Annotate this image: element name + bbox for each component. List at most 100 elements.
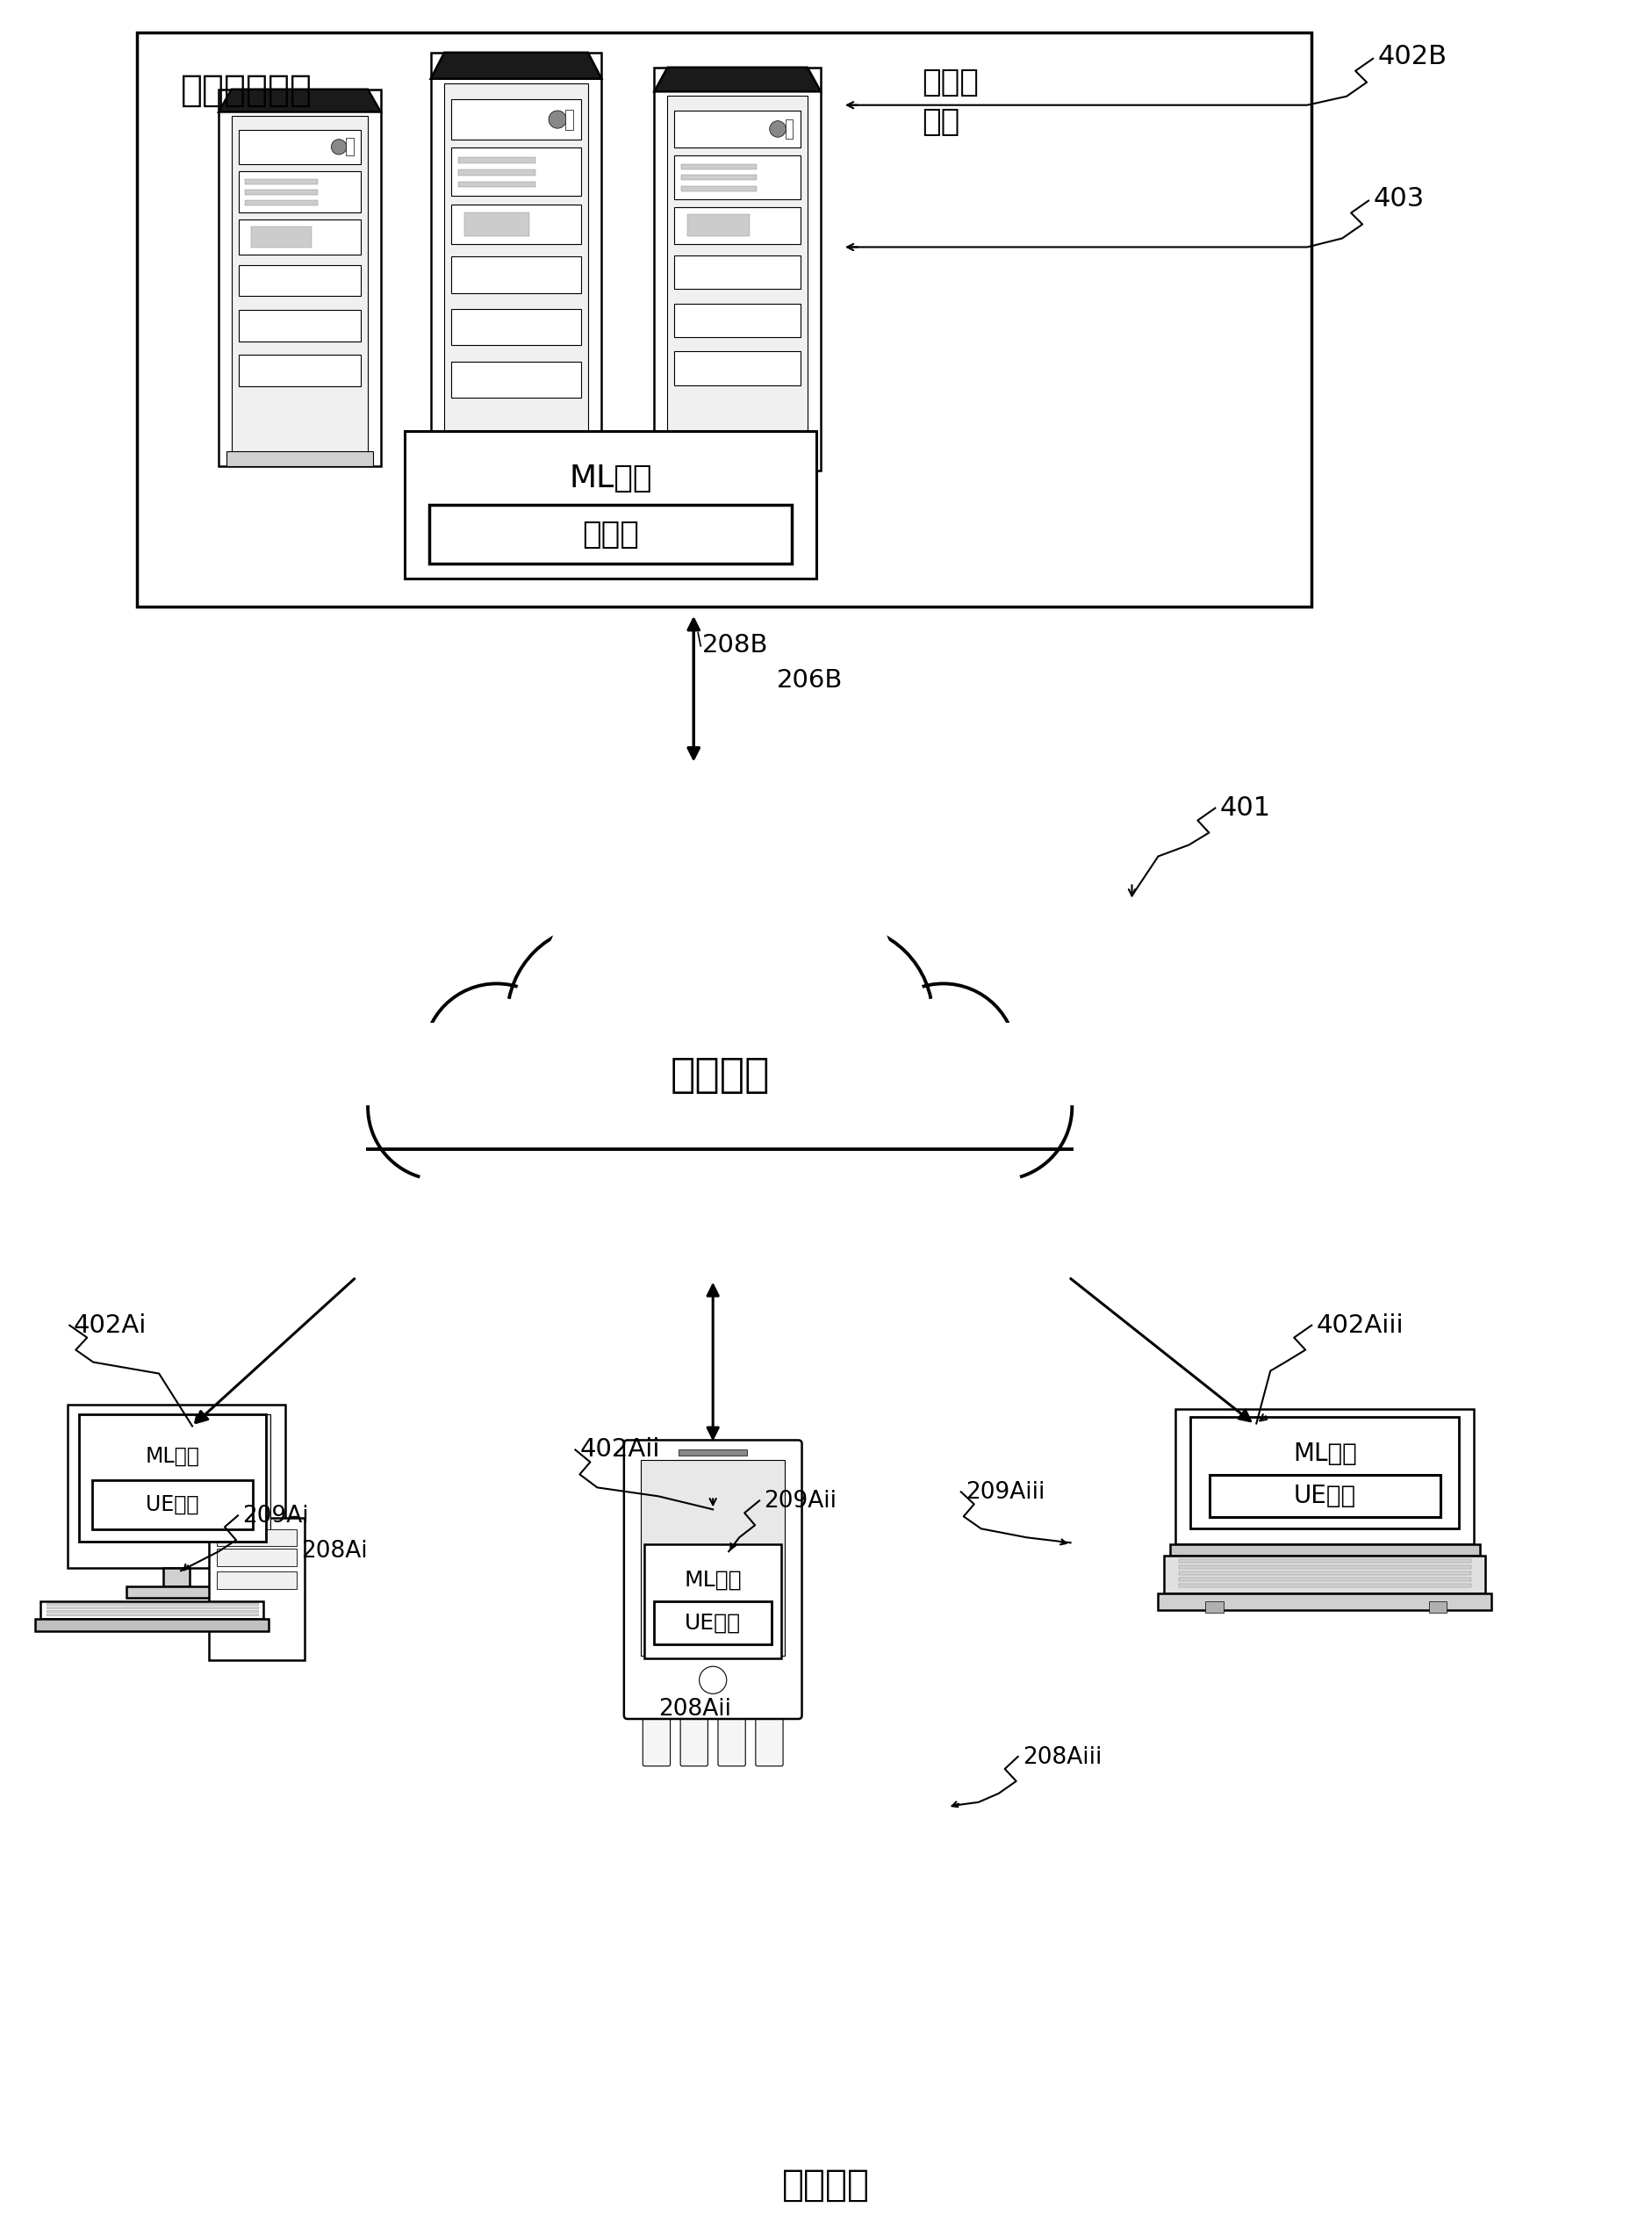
Text: 单元: 单元 bbox=[922, 107, 960, 136]
Circle shape bbox=[537, 827, 902, 1190]
Text: 209Aiii: 209Aiii bbox=[965, 1482, 1044, 1505]
Text: ML算法: ML算法 bbox=[1292, 1442, 1356, 1467]
Bar bbox=[1158, 1594, 1490, 1609]
Circle shape bbox=[601, 876, 838, 1112]
Bar bbox=[662, 455, 813, 470]
Circle shape bbox=[572, 961, 740, 1130]
Bar bbox=[238, 221, 360, 254]
Text: 通信网络: 通信网络 bbox=[669, 1057, 770, 1094]
Bar bbox=[238, 172, 360, 212]
Polygon shape bbox=[654, 67, 821, 91]
Bar bbox=[674, 254, 800, 288]
Text: 402Aii: 402Aii bbox=[580, 1438, 659, 1462]
Bar bbox=[674, 156, 800, 198]
Bar bbox=[1204, 1603, 1222, 1612]
FancyBboxPatch shape bbox=[624, 1440, 801, 1719]
Text: UE模型: UE模型 bbox=[145, 1493, 198, 1516]
Bar bbox=[1170, 1545, 1479, 1556]
Bar bbox=[674, 352, 800, 386]
Text: 208Aii: 208Aii bbox=[657, 1698, 732, 1721]
Text: 服务器: 服务器 bbox=[922, 67, 978, 98]
Text: 402Ai: 402Ai bbox=[73, 1313, 145, 1337]
Polygon shape bbox=[218, 89, 380, 111]
Bar bbox=[345, 138, 354, 156]
Bar bbox=[93, 1480, 253, 1529]
Circle shape bbox=[372, 1045, 484, 1157]
Bar bbox=[674, 111, 800, 147]
Bar bbox=[681, 165, 757, 169]
Bar bbox=[83, 1413, 269, 1542]
Text: 209Aii: 209Aii bbox=[763, 1491, 836, 1513]
Text: 208Ai: 208Ai bbox=[301, 1540, 367, 1563]
Bar bbox=[244, 201, 317, 205]
Bar bbox=[451, 205, 580, 245]
Bar bbox=[464, 212, 529, 236]
Bar bbox=[431, 53, 601, 490]
Bar bbox=[451, 256, 580, 292]
Bar bbox=[238, 265, 360, 296]
Bar bbox=[137, 33, 1312, 606]
Bar bbox=[654, 67, 821, 470]
Circle shape bbox=[876, 999, 1009, 1132]
Circle shape bbox=[955, 1045, 1067, 1157]
Text: ML算法: ML算法 bbox=[684, 1569, 742, 1592]
Bar bbox=[226, 450, 372, 466]
Bar bbox=[238, 354, 360, 386]
Bar bbox=[35, 1618, 269, 1632]
Bar bbox=[681, 176, 757, 181]
Text: 云模型: 云模型 bbox=[582, 519, 639, 548]
Bar bbox=[785, 120, 793, 138]
Bar bbox=[238, 310, 360, 341]
Bar bbox=[1178, 1558, 1470, 1563]
Bar bbox=[68, 1404, 286, 1569]
Bar bbox=[674, 303, 800, 337]
Text: 云服务器系统: 云服务器系统 bbox=[180, 71, 312, 109]
Circle shape bbox=[871, 983, 1016, 1130]
Circle shape bbox=[548, 111, 567, 129]
Bar bbox=[641, 1460, 785, 1656]
Circle shape bbox=[510, 934, 689, 1112]
Bar bbox=[654, 1600, 771, 1645]
Bar bbox=[674, 207, 800, 243]
Text: 209Ai: 209Ai bbox=[243, 1505, 309, 1527]
Bar bbox=[439, 473, 593, 490]
Circle shape bbox=[423, 983, 570, 1130]
Circle shape bbox=[507, 925, 692, 1110]
Text: 402B: 402B bbox=[1376, 45, 1446, 69]
Bar bbox=[1178, 1565, 1470, 1569]
Bar bbox=[430, 504, 791, 564]
Polygon shape bbox=[431, 53, 601, 78]
Bar bbox=[405, 430, 816, 580]
Text: UE模型: UE模型 bbox=[1294, 1485, 1355, 1509]
Bar bbox=[216, 1529, 296, 1547]
Text: ML算法: ML算法 bbox=[568, 464, 651, 493]
Circle shape bbox=[750, 934, 930, 1112]
Circle shape bbox=[770, 120, 785, 138]
Bar bbox=[679, 1449, 747, 1456]
Text: 208Aiii: 208Aiii bbox=[1023, 1745, 1102, 1770]
FancyBboxPatch shape bbox=[755, 1714, 783, 1765]
Text: 206B: 206B bbox=[776, 669, 843, 693]
Bar bbox=[218, 89, 380, 466]
Bar bbox=[238, 129, 360, 165]
Circle shape bbox=[747, 925, 932, 1110]
Bar bbox=[1178, 1571, 1470, 1576]
Bar bbox=[368, 1023, 1072, 1177]
Bar bbox=[565, 109, 573, 129]
Bar bbox=[1189, 1418, 1459, 1529]
Bar bbox=[1209, 1476, 1439, 1518]
Bar bbox=[1178, 1578, 1470, 1580]
Circle shape bbox=[699, 1667, 727, 1694]
Bar bbox=[251, 227, 312, 247]
Bar bbox=[451, 147, 580, 196]
Bar bbox=[210, 1518, 304, 1661]
Bar bbox=[1175, 1409, 1474, 1545]
Bar bbox=[216, 1571, 296, 1589]
Bar bbox=[1163, 1556, 1485, 1594]
Circle shape bbox=[700, 961, 867, 1130]
Bar bbox=[1429, 1603, 1446, 1612]
Circle shape bbox=[330, 138, 347, 154]
Bar bbox=[1178, 1583, 1470, 1587]
FancyBboxPatch shape bbox=[681, 1714, 707, 1765]
Bar bbox=[451, 361, 580, 397]
